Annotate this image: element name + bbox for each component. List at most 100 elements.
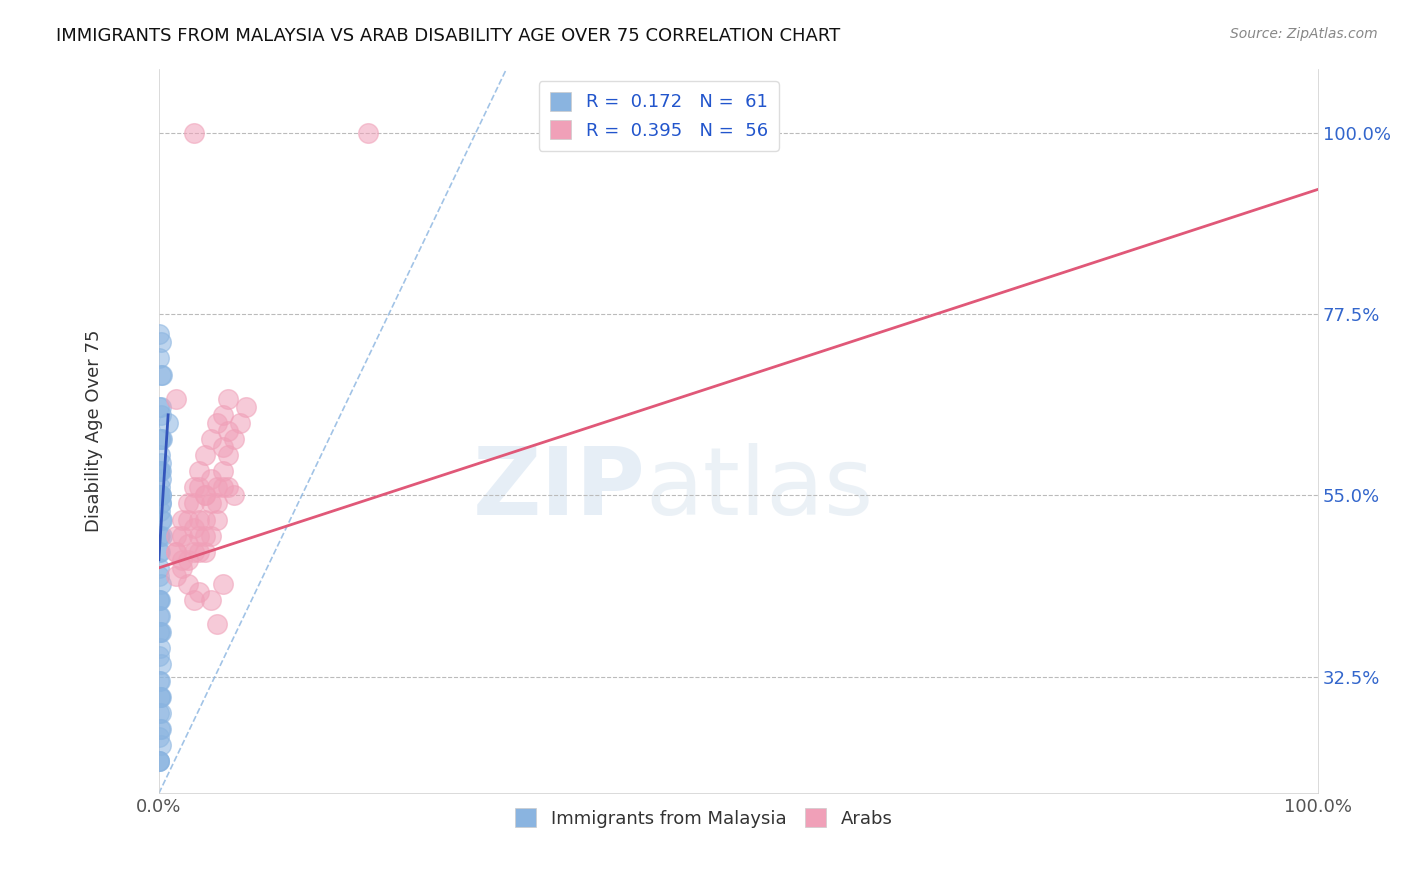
Point <box>150 368 173 382</box>
Point <box>194 448 217 462</box>
Text: atlas: atlas <box>645 443 875 535</box>
Point <box>148 649 170 664</box>
Point <box>149 577 172 591</box>
Point <box>149 722 172 736</box>
Point <box>148 561 170 575</box>
Point <box>149 545 172 559</box>
Point <box>148 569 170 583</box>
Point <box>205 416 228 430</box>
Point <box>149 496 172 510</box>
Point <box>170 561 193 575</box>
Point <box>183 593 205 607</box>
Point <box>211 480 233 494</box>
Point <box>148 593 170 607</box>
Point <box>150 488 173 502</box>
Point <box>165 545 187 559</box>
Point <box>149 657 172 672</box>
Point <box>149 512 172 526</box>
Point <box>177 496 200 510</box>
Point <box>224 432 246 446</box>
Point <box>183 126 205 140</box>
Point <box>149 625 172 640</box>
Point <box>183 480 205 494</box>
Point <box>165 392 187 406</box>
Point <box>200 432 222 446</box>
Point <box>205 617 228 632</box>
Point <box>148 488 170 502</box>
Legend: Immigrants from Malaysia, Arabs: Immigrants from Malaysia, Arabs <box>508 801 900 835</box>
Point <box>170 512 193 526</box>
Point <box>211 440 233 454</box>
Point <box>229 416 252 430</box>
Point <box>224 488 246 502</box>
Point <box>194 545 217 559</box>
Point <box>148 609 170 624</box>
Point <box>217 424 239 438</box>
Point <box>150 738 173 752</box>
Point <box>149 480 172 494</box>
Point <box>200 496 222 510</box>
Text: IMMIGRANTS FROM MALAYSIA VS ARAB DISABILITY AGE OVER 75 CORRELATION CHART: IMMIGRANTS FROM MALAYSIA VS ARAB DISABIL… <box>56 27 841 45</box>
Point <box>235 400 257 414</box>
Point <box>200 472 222 486</box>
Text: Source: ZipAtlas.com: Source: ZipAtlas.com <box>1230 27 1378 41</box>
Point <box>205 480 228 494</box>
Point <box>150 496 173 510</box>
Point <box>200 593 222 607</box>
Point <box>149 432 172 446</box>
Point <box>150 464 173 478</box>
Point <box>148 351 170 366</box>
Point <box>149 504 172 518</box>
Point <box>148 754 170 768</box>
Y-axis label: Disability Age Over 75: Disability Age Over 75 <box>86 330 103 533</box>
Point <box>149 690 172 704</box>
Point <box>183 520 205 534</box>
Point <box>200 528 222 542</box>
Point <box>177 553 200 567</box>
Point <box>217 480 239 494</box>
Point <box>148 754 170 768</box>
Point <box>148 593 170 607</box>
Point <box>217 392 239 406</box>
Point <box>211 577 233 591</box>
Point <box>188 528 211 542</box>
Point <box>165 569 187 583</box>
Point <box>150 690 173 704</box>
Point <box>170 528 193 542</box>
Point <box>165 528 187 542</box>
Point <box>194 488 217 502</box>
Point <box>183 545 205 559</box>
Point <box>149 673 172 688</box>
Point <box>217 448 239 462</box>
Point <box>148 400 170 414</box>
Point <box>177 577 200 591</box>
Point <box>148 673 170 688</box>
Point <box>188 545 211 559</box>
Point <box>177 512 200 526</box>
Point <box>150 335 173 350</box>
Point <box>150 368 173 382</box>
Point <box>149 641 172 656</box>
Point <box>194 488 217 502</box>
Point <box>149 448 172 462</box>
Point <box>150 456 173 470</box>
Point <box>157 416 180 430</box>
Point <box>149 722 172 736</box>
Point <box>148 464 170 478</box>
Point <box>194 528 217 542</box>
Point <box>150 512 173 526</box>
Point <box>148 327 170 342</box>
Point <box>149 464 172 478</box>
Point <box>149 408 172 422</box>
Point <box>148 625 170 640</box>
Point <box>149 609 172 624</box>
Point <box>150 432 173 446</box>
Point <box>149 625 172 640</box>
Point <box>177 537 200 551</box>
Point <box>149 400 172 414</box>
Point <box>148 488 170 502</box>
Point <box>149 690 172 704</box>
Point <box>165 545 187 559</box>
Point <box>188 480 211 494</box>
Point <box>148 730 170 744</box>
